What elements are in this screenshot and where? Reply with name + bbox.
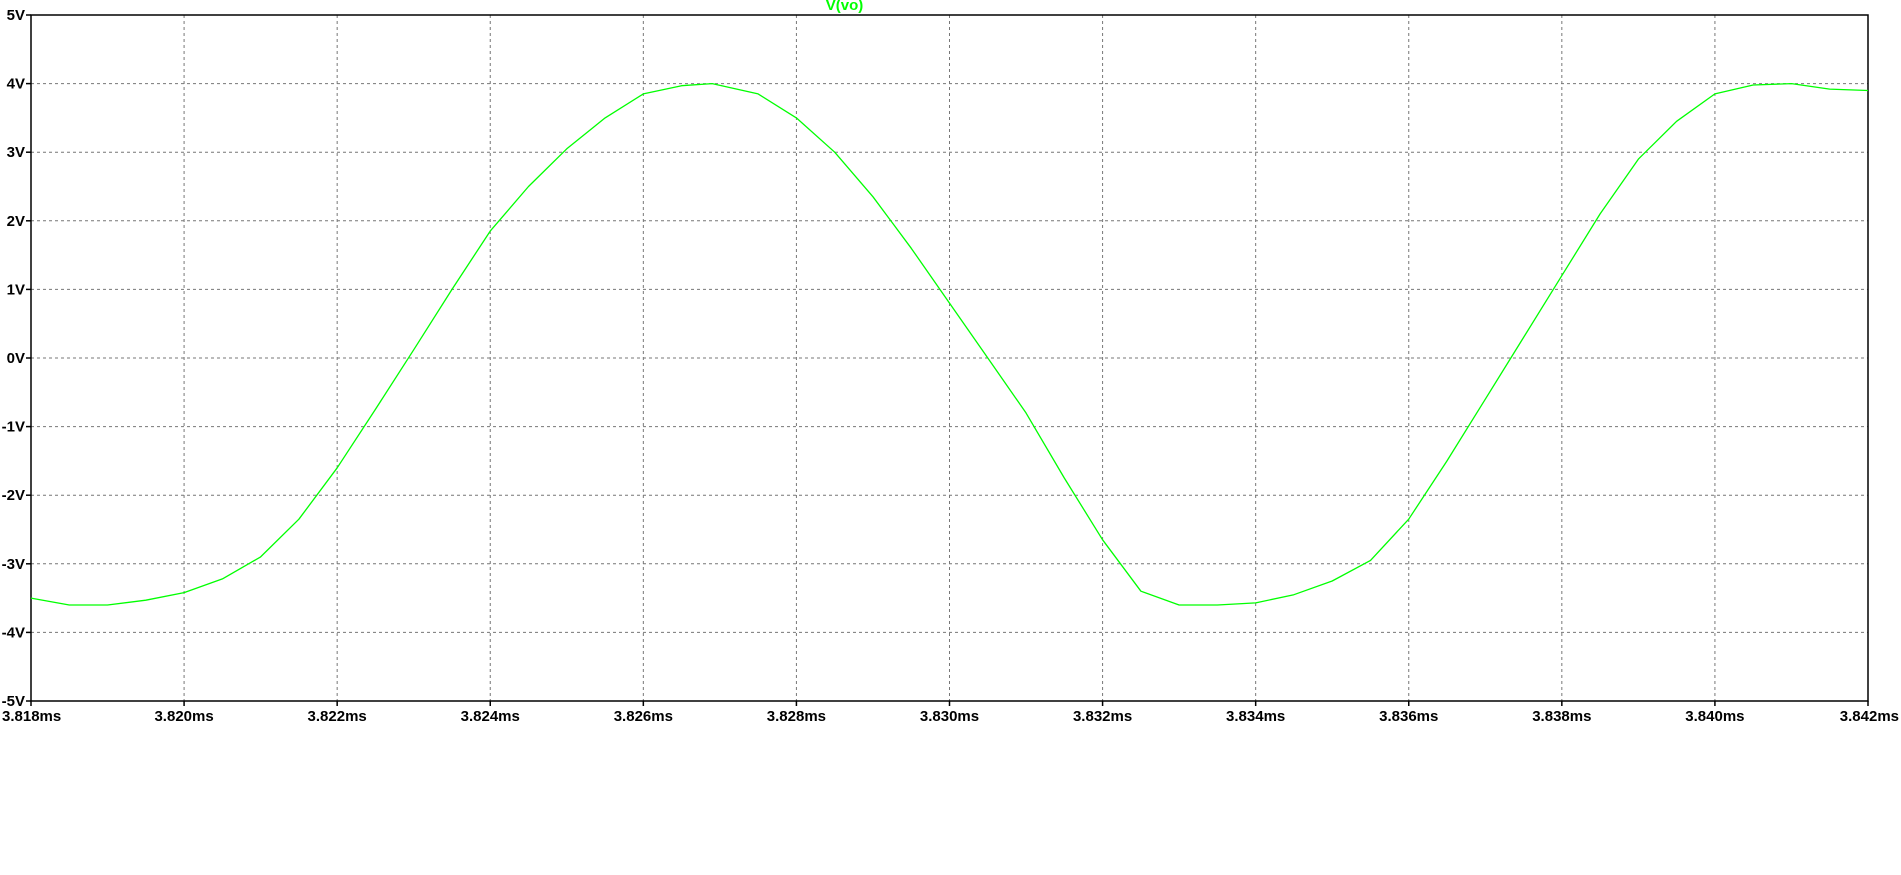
- x-tick-label: 3.842ms: [1840, 708, 1899, 725]
- x-tick-label: 3.820ms: [154, 708, 213, 725]
- y-tick-label: 4V: [7, 76, 25, 93]
- y-tick-label: -3V: [2, 556, 25, 573]
- chart-title: V(vo): [826, 0, 864, 14]
- grid: [31, 15, 1868, 701]
- x-tick-label: 3.822ms: [308, 708, 367, 725]
- y-tick-label: -4V: [2, 624, 25, 641]
- series-line-vo: [30, 82, 1869, 606]
- y-tick-label: 3V: [7, 144, 25, 161]
- x-tick-label: 3.832ms: [1073, 708, 1132, 725]
- y-axis: 5V 4V 3V 2V 1V 0V -1V -2V -3V -4V -5V: [2, 7, 31, 710]
- x-tick-label: 3.818ms: [2, 708, 61, 725]
- x-tick-label: 3.826ms: [614, 708, 673, 725]
- x-tick-label: 3.834ms: [1226, 708, 1285, 725]
- y-tick-label: -1V: [2, 419, 25, 436]
- x-tick-label: 3.824ms: [461, 708, 520, 725]
- x-tick-label: 3.830ms: [920, 708, 979, 725]
- x-tick-label: 3.838ms: [1532, 708, 1591, 725]
- series-layer: [30, 82, 1869, 606]
- x-tick-label: 3.840ms: [1685, 708, 1744, 725]
- x-tick-label: 3.836ms: [1379, 708, 1438, 725]
- x-axis: 3.818ms 3.820ms 3.822ms 3.824ms 3.826ms 3.828…: [2, 701, 1899, 725]
- y-tick-label: 5V: [7, 7, 25, 24]
- y-tick-label: -2V: [2, 487, 25, 504]
- y-tick-label: 2V: [7, 213, 25, 230]
- y-tick-label: 0V: [7, 350, 25, 367]
- y-tick-label: -5V: [2, 693, 25, 710]
- x-tick-label: 3.828ms: [767, 708, 826, 725]
- y-tick-label: 1V: [7, 281, 25, 298]
